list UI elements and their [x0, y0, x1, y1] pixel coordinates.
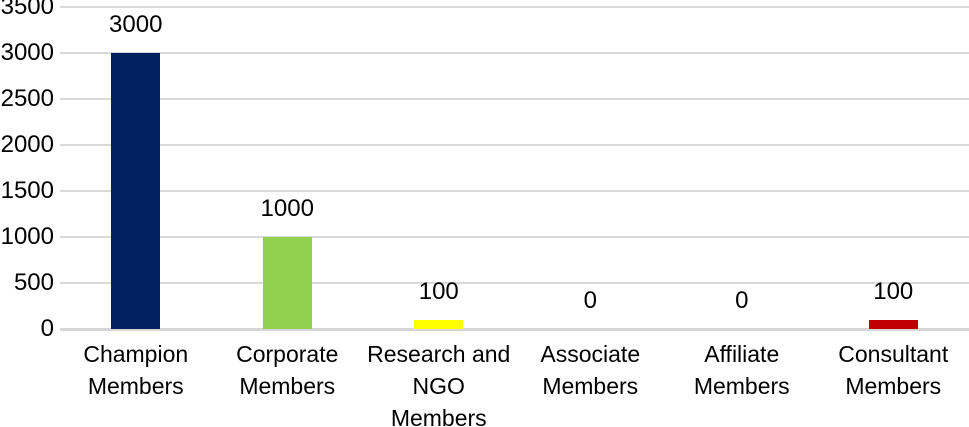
x-axis-category-label-affiliate-members: Affiliate Members — [693, 341, 790, 399]
y-axis-tick-label: 500 — [13, 269, 54, 296]
bar-consultant-members — [868, 320, 918, 329]
gridline — [60, 52, 969, 54]
gridline — [60, 6, 969, 8]
x-axis-category-label-corporate-members: Corporate Members — [236, 341, 339, 399]
gridline — [60, 236, 969, 238]
gridline — [60, 144, 969, 146]
y-axis-tick-label: 1500 — [0, 177, 54, 204]
x-axis-category-label-consultant-members: Consultant Members — [838, 341, 949, 399]
data-label-research-and-ngo-members: 100 — [418, 278, 459, 305]
gridline — [60, 98, 969, 100]
bar-corporate-members — [262, 237, 312, 329]
data-label-associate-members: 0 — [583, 287, 597, 314]
data-label-consultant-members: 100 — [873, 278, 914, 305]
x-axis-line — [60, 328, 969, 331]
y-axis-tick-label: 2500 — [0, 85, 54, 112]
y-axis-tick-label: 2000 — [0, 131, 54, 158]
x-axis-category-label-associate-members: Associate Members — [540, 341, 641, 399]
data-label-affiliate-members: 0 — [735, 287, 749, 314]
y-axis-tick-label: 3500 — [0, 0, 54, 20]
data-label-corporate-members: 1000 — [260, 195, 314, 222]
y-axis-tick-label: 3000 — [0, 39, 54, 66]
data-label-champion-members: 3000 — [109, 11, 163, 38]
bar-champion-members — [111, 53, 161, 329]
y-axis-tick-label: 0 — [40, 315, 54, 342]
y-axis-tick-label: 1000 — [0, 223, 54, 250]
gridline — [60, 190, 969, 192]
bar-research-and-ngo-members — [414, 320, 464, 329]
gridline — [60, 282, 969, 284]
x-axis-category-label-champion-members: Champion Members — [83, 341, 189, 399]
x-axis-category-label-research-and-ngo-members: Research and NGO Members — [367, 341, 511, 427]
